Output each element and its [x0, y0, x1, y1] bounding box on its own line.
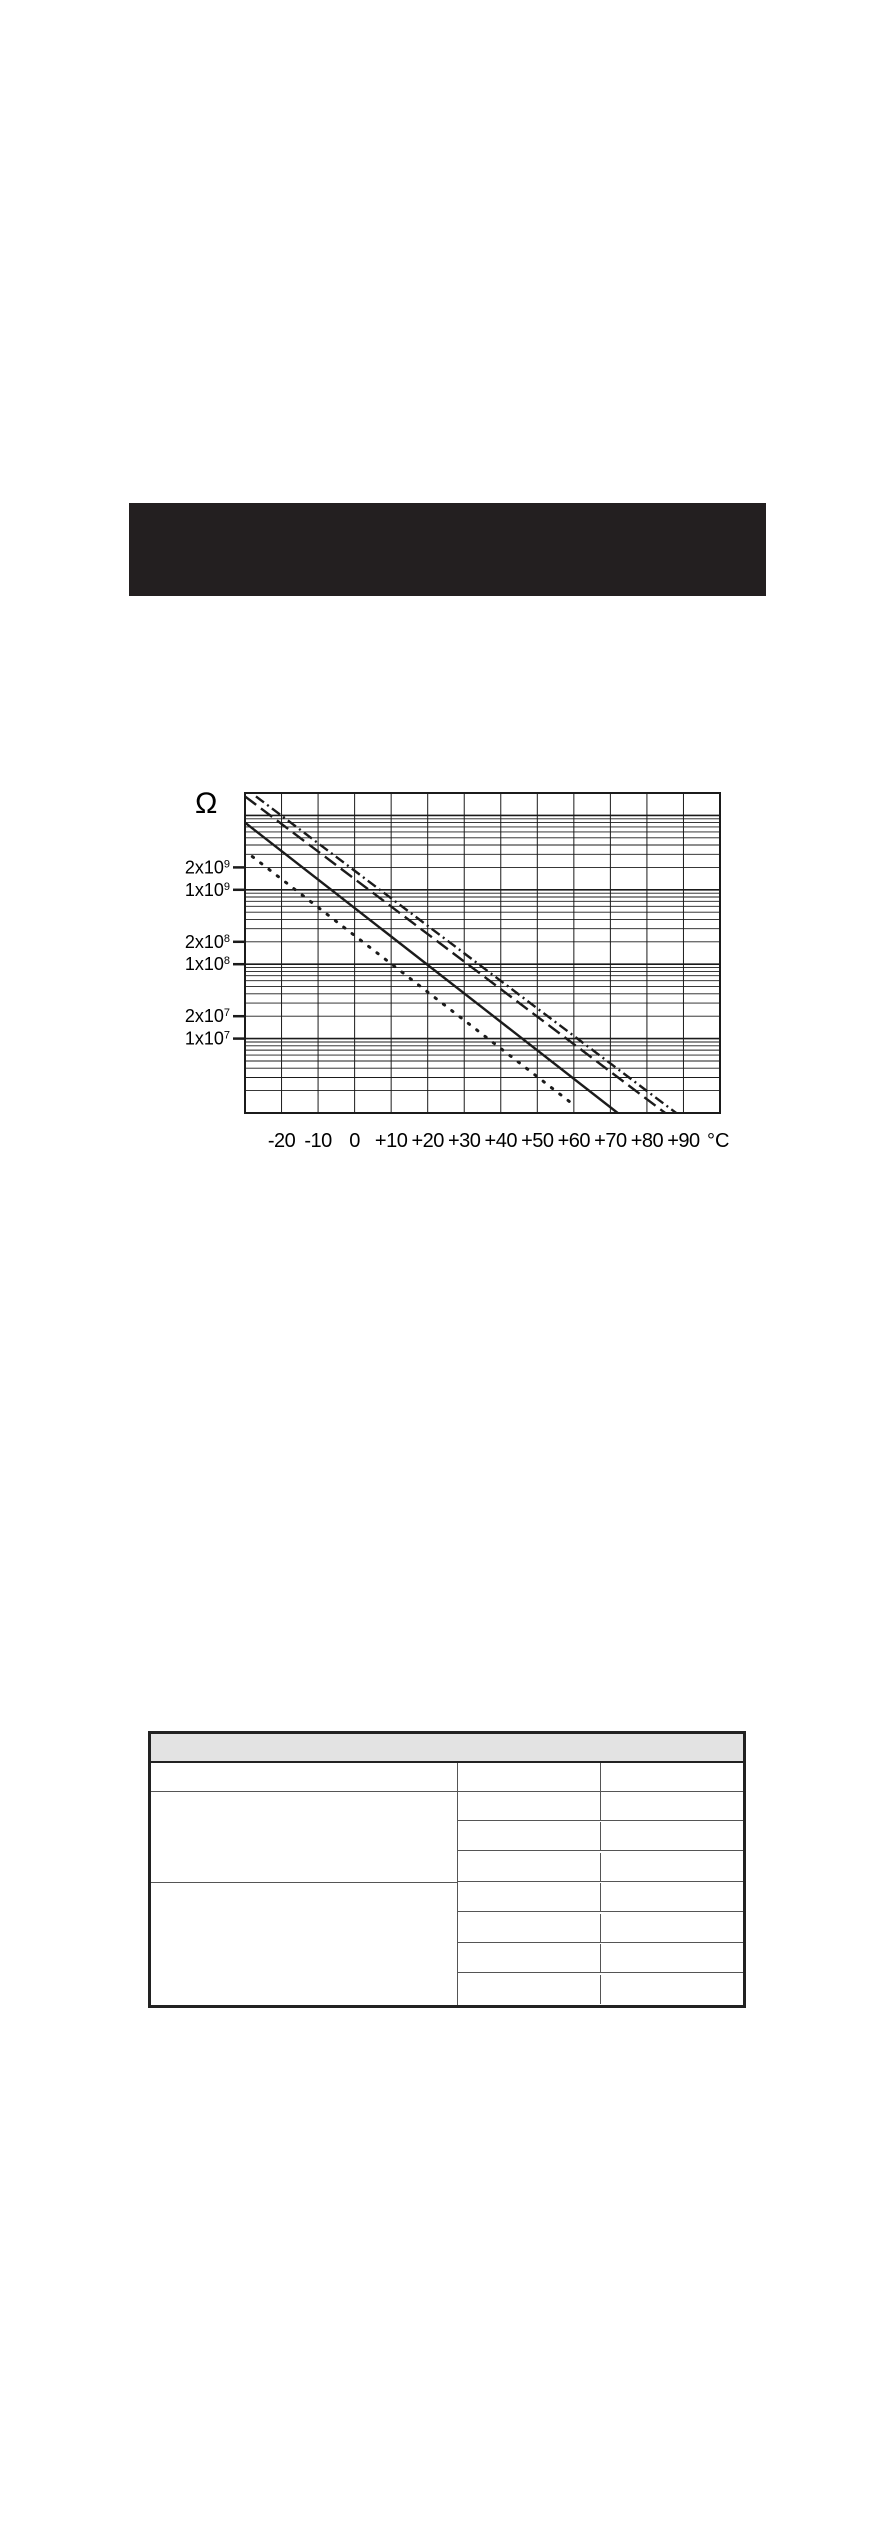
table-header-row — [151, 1734, 743, 1763]
y-axis-label: Ω — [195, 787, 217, 820]
table-cell — [601, 1763, 743, 1792]
series-line-dotted — [250, 855, 572, 1104]
x-tick-label: +30 — [448, 1130, 481, 1152]
x-ticks: -20 -10 0 +10 +20 +30 +40 +50 +60 +70 +80 +90 — [268, 1130, 701, 1152]
x-tick-label: +80 — [631, 1130, 664, 1152]
header-bar — [129, 503, 766, 596]
series-line-dashed — [245, 795, 666, 1113]
table-cell — [458, 1852, 601, 1882]
table-cell — [601, 1975, 743, 2004]
x-tick-label: -10 — [304, 1130, 332, 1152]
table-cell — [458, 1974, 601, 2004]
x-tick-label: +50 — [521, 1130, 554, 1152]
table-cell — [458, 1763, 601, 1792]
y-tick-label: 2x109 — [185, 857, 230, 877]
x-tick-label: +10 — [375, 1130, 408, 1152]
table-cell — [458, 1822, 601, 1852]
table-body — [151, 1763, 743, 2005]
series-group — [245, 795, 677, 1113]
x-tick-label: +90 — [667, 1130, 700, 1152]
x-axis-label: °C — [707, 1130, 729, 1152]
table-cell — [601, 1822, 743, 1852]
x-tick-label: +70 — [594, 1130, 627, 1152]
table-group-cell — [151, 1883, 458, 2005]
y-tick-label: 2x107 — [185, 1006, 230, 1026]
table-cell — [601, 1944, 743, 1973]
x-tick-label: +40 — [485, 1130, 518, 1152]
x-tick-label: +20 — [411, 1130, 444, 1152]
table-group-cell — [151, 1792, 458, 1883]
y-tick-label: 1x107 — [185, 1029, 230, 1049]
table-cell — [458, 1792, 601, 1821]
x-tick-label: +60 — [558, 1130, 591, 1152]
x-tick-label: -20 — [268, 1130, 296, 1152]
table-cell — [601, 1792, 743, 1821]
y-tick-label: 1x109 — [185, 880, 230, 900]
table-cell — [601, 1914, 743, 1943]
table-cell — [458, 1883, 601, 1912]
y-tick-label: 2x108 — [185, 932, 230, 952]
grid — [245, 793, 720, 1113]
plot-frame — [244, 792, 721, 1114]
series-line-dash-dot — [255, 795, 677, 1113]
table-cell — [151, 1763, 458, 1792]
table-cell — [601, 1853, 743, 1882]
series-line-solid — [245, 821, 619, 1113]
y-tick-label: 1x108 — [185, 954, 230, 974]
table-cell — [458, 1944, 601, 1973]
table-cell — [601, 1883, 743, 1912]
x-tick-label: 0 — [349, 1130, 360, 1152]
table-cell — [458, 1913, 601, 1943]
spec-table — [148, 1731, 746, 2008]
